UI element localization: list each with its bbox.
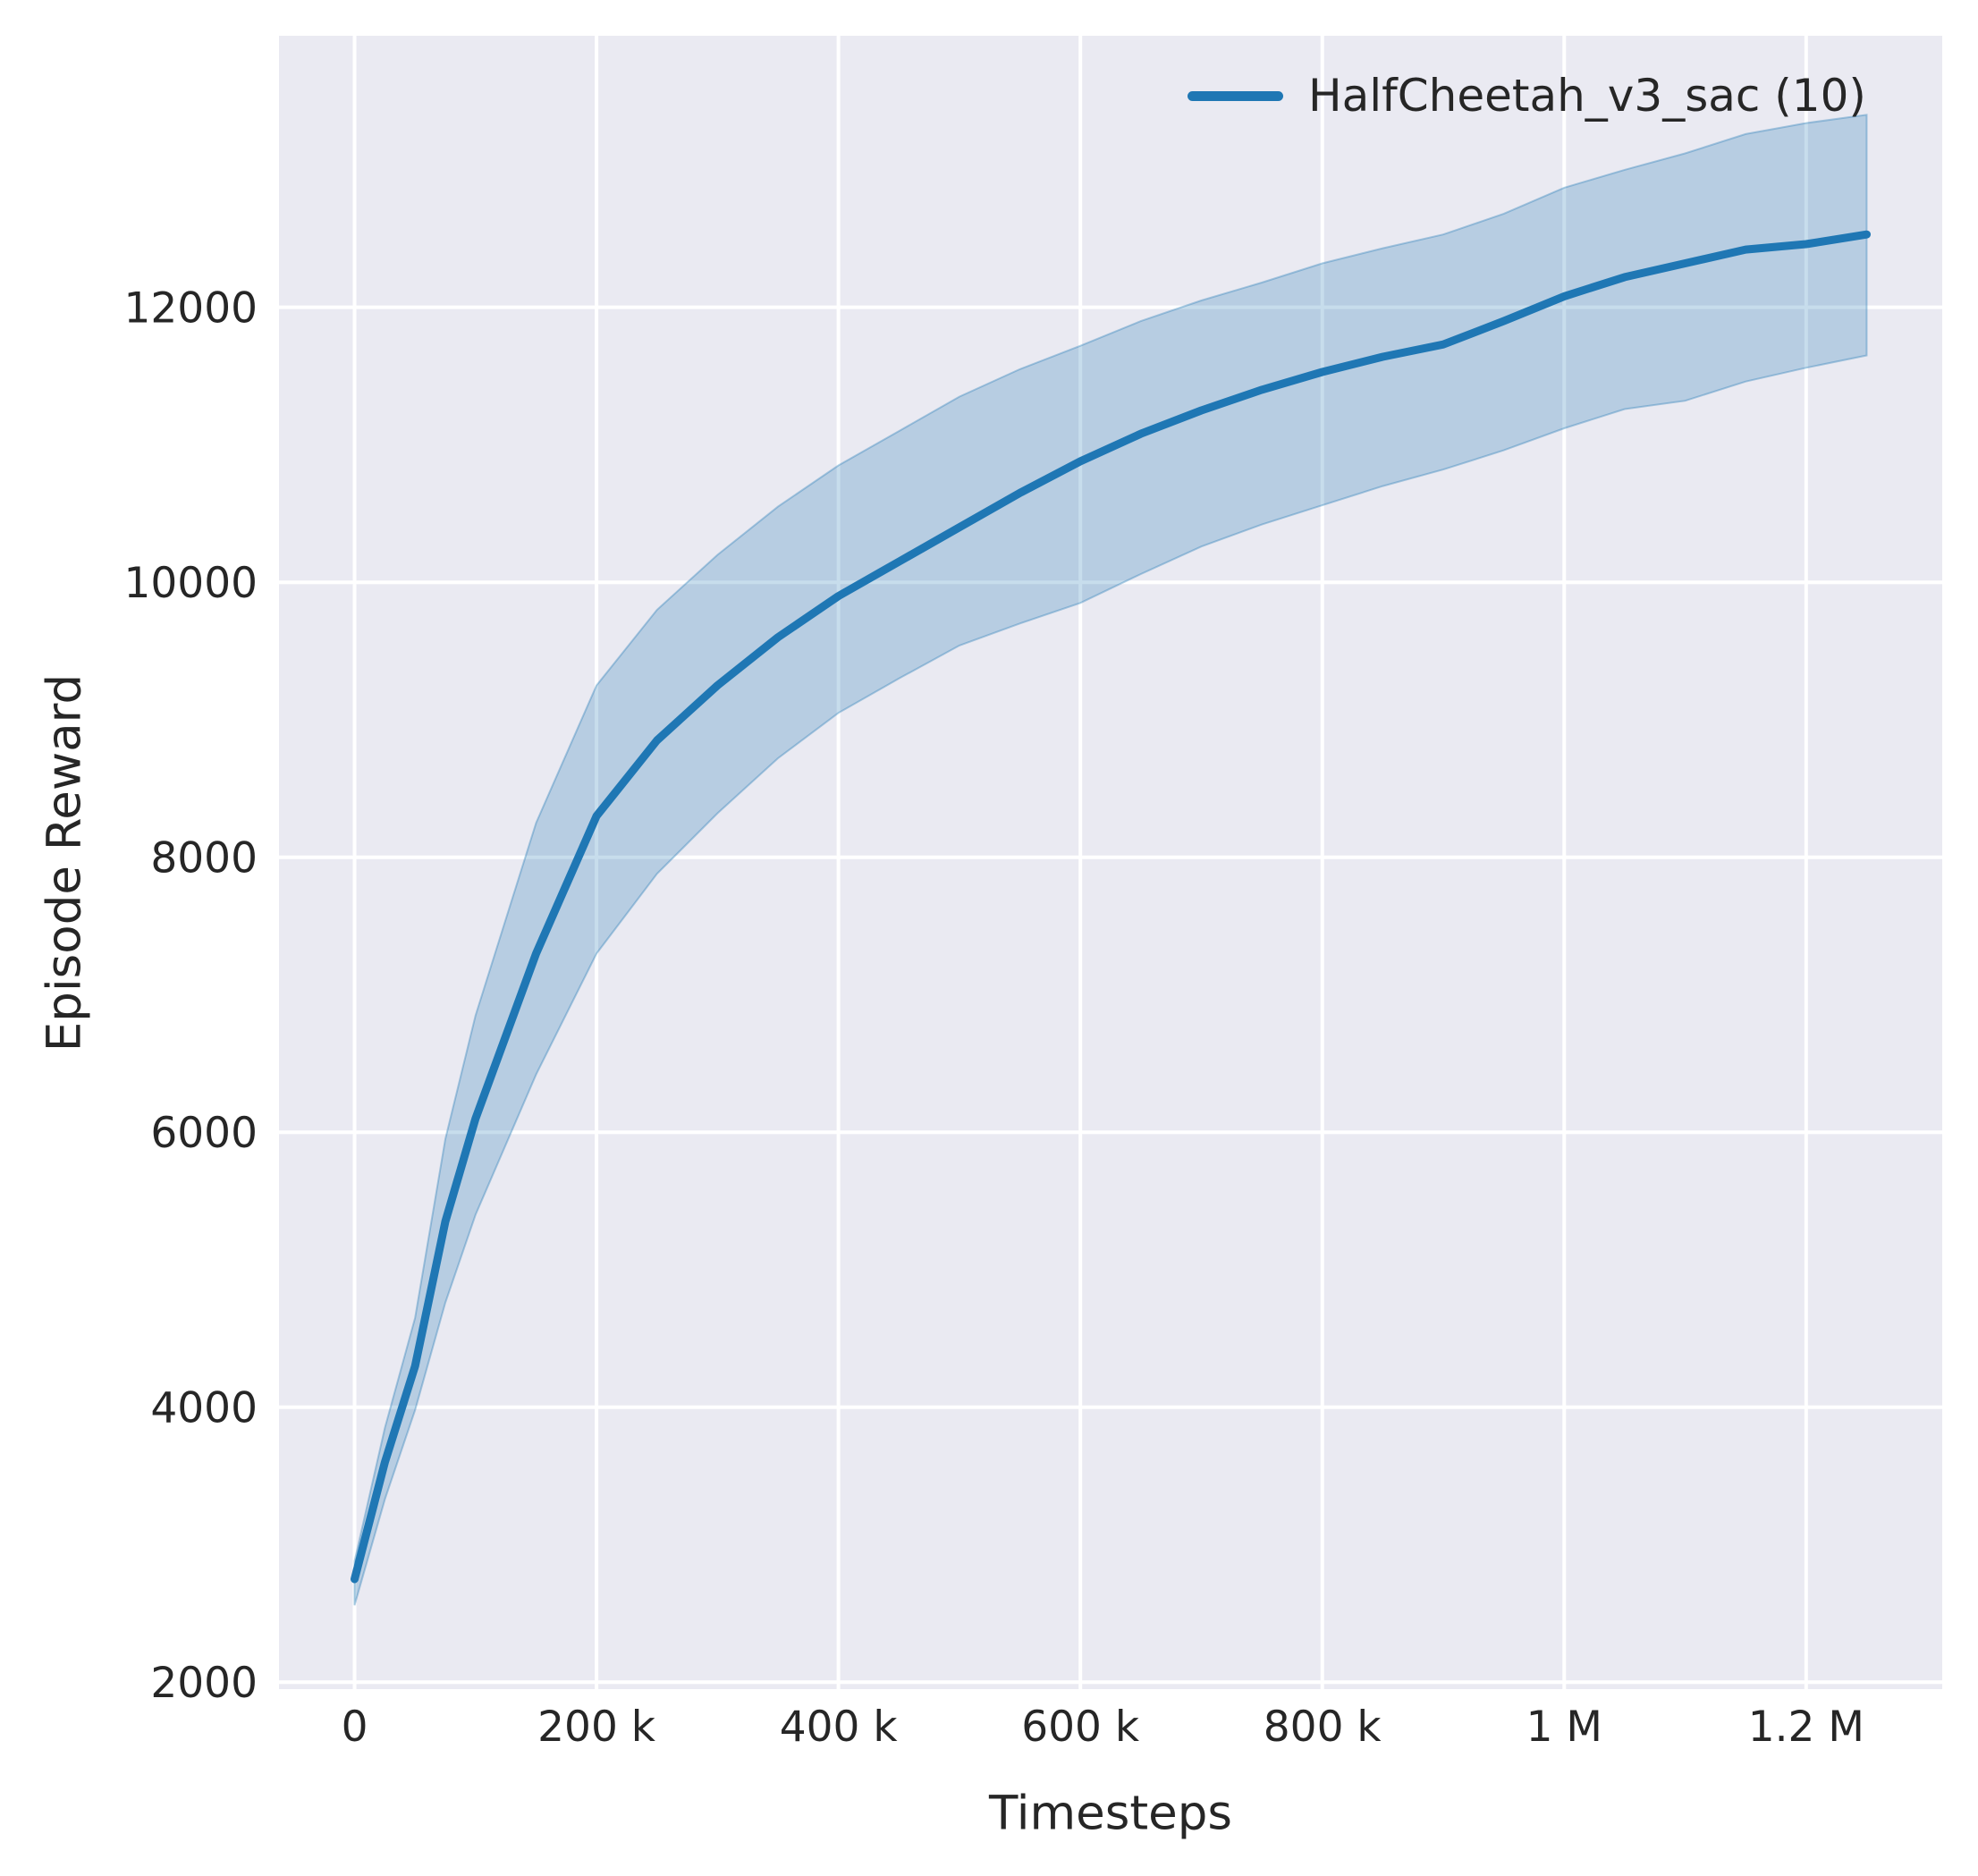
- y-tick-label: 4000: [150, 1384, 258, 1433]
- x-tick-label: 200 k: [537, 1703, 656, 1752]
- x-axis-label: Timesteps: [989, 1786, 1232, 1841]
- y-tick-label: 12000: [123, 284, 258, 334]
- x-tick-label: 0: [342, 1703, 368, 1752]
- confidence-band: [353, 114, 1868, 1606]
- x-tick-label: 400 k: [780, 1703, 899, 1752]
- legend: HalfCheetah_v3_sac (10): [1188, 70, 1866, 122]
- y-tick-label: 6000: [150, 1109, 258, 1158]
- y-tick-label: 2000: [150, 1659, 258, 1708]
- x-tick-label: 1 M: [1526, 1703, 1602, 1752]
- y-tick-label: 8000: [150, 834, 258, 883]
- y-axis-label: Episode Reward: [37, 673, 92, 1052]
- mean-line: [351, 230, 1871, 1584]
- y-tick-label: 10000: [123, 559, 258, 608]
- plot-area: [279, 36, 1942, 1689]
- legend-line-sample: [1188, 90, 1283, 101]
- x-tick-label: 800 k: [1264, 1703, 1382, 1752]
- legend-label: HalfCheetah_v3_sac (10): [1308, 70, 1866, 122]
- x-tick-label: 1.2 M: [1748, 1703, 1864, 1752]
- x-tick-label: 600 k: [1021, 1703, 1140, 1752]
